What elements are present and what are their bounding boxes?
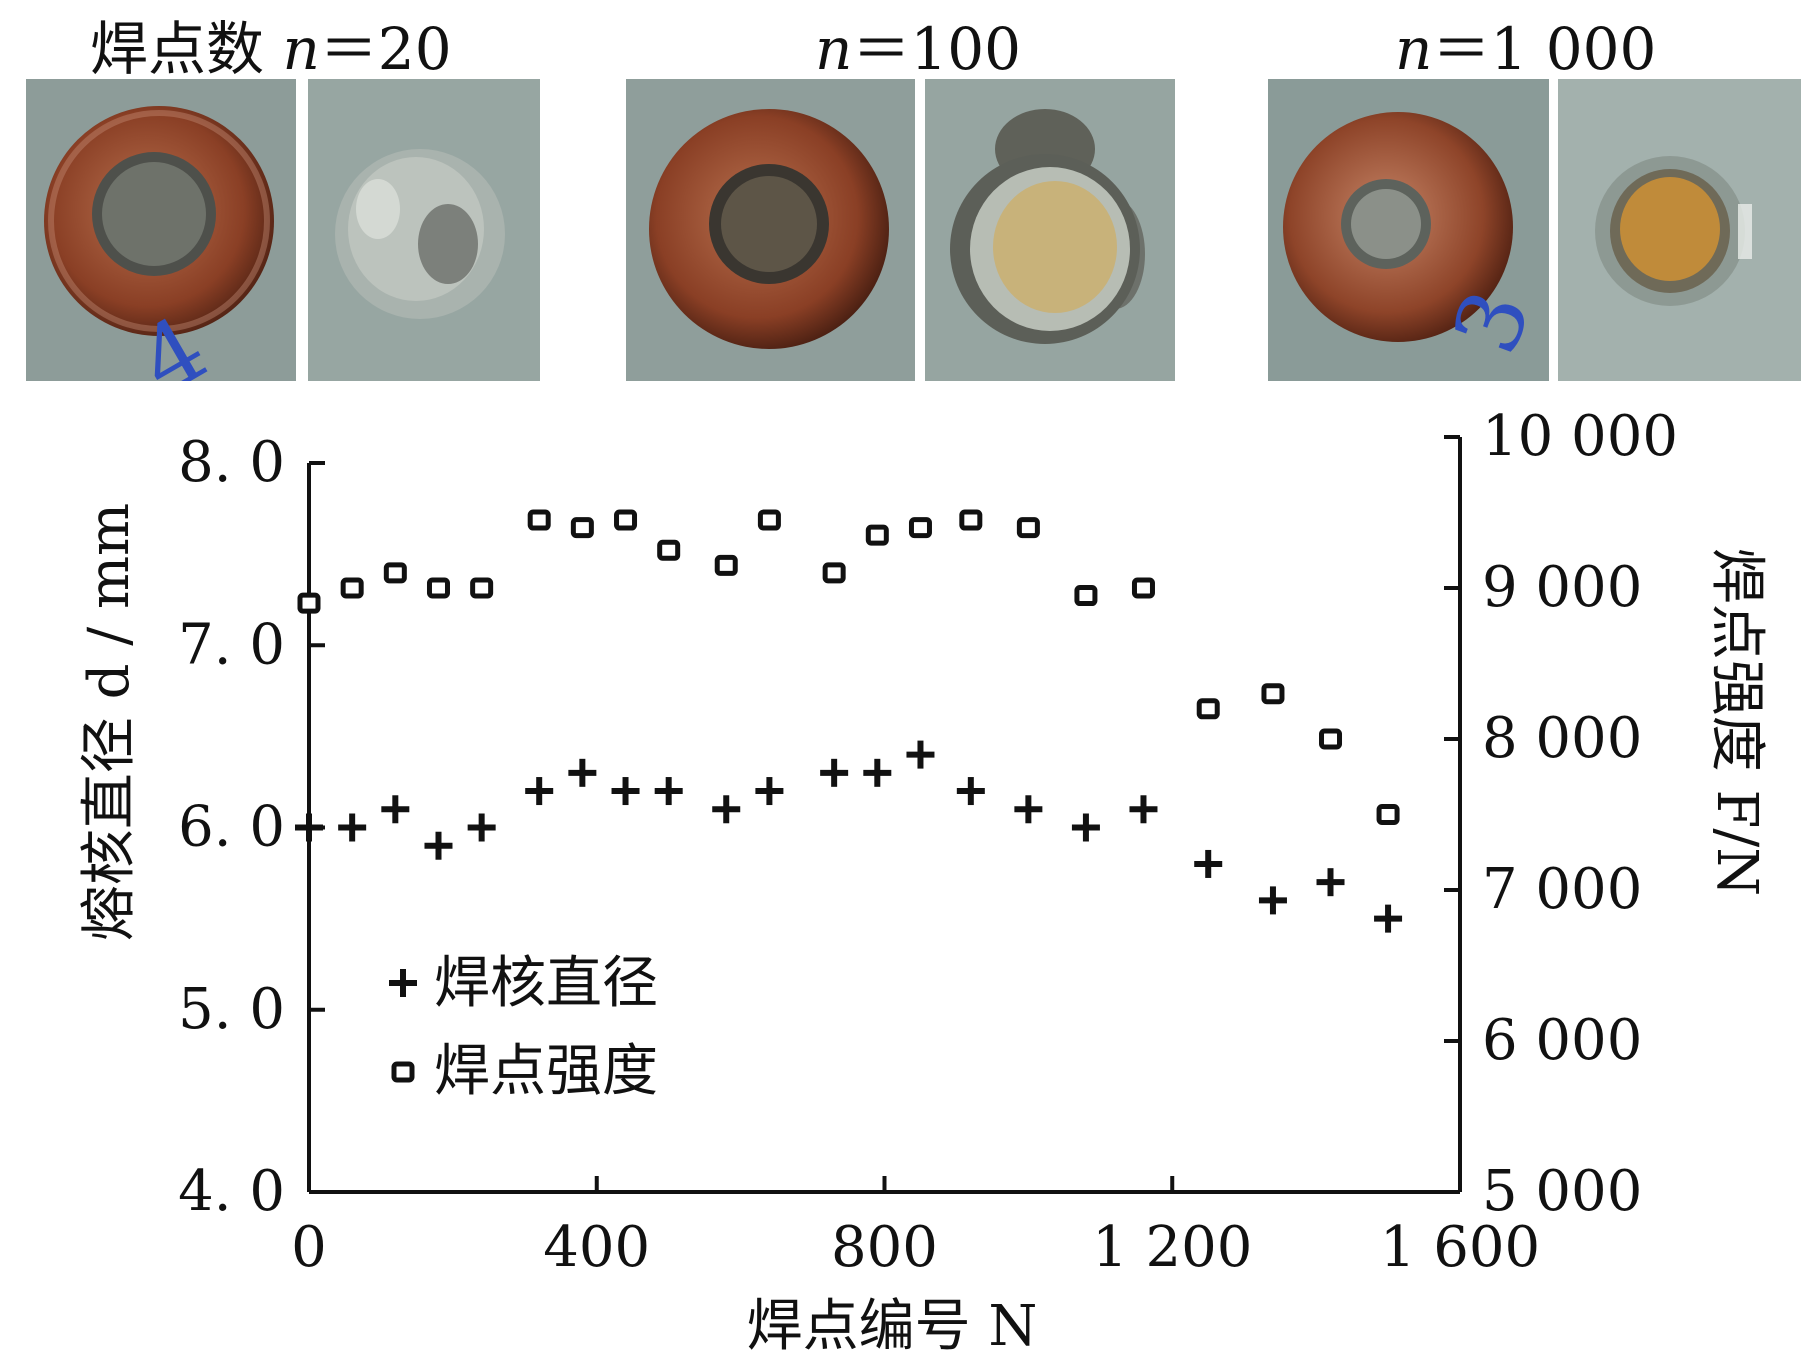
point-strength	[822, 562, 846, 584]
photo-n20-electrode: 4	[26, 79, 296, 381]
x-tick-label: 1 600	[1380, 1215, 1540, 1280]
point-strength	[527, 509, 551, 531]
point-diameter	[525, 777, 554, 806]
caption-2-var: n	[815, 15, 853, 83]
point-diameter	[1316, 868, 1345, 897]
photo-n20-spot	[308, 79, 540, 381]
y-left-tick-label: 8. 0	[178, 430, 285, 495]
point-diameter	[1194, 849, 1223, 878]
point-diameter	[654, 777, 683, 806]
point-diameter	[338, 813, 367, 842]
point-diameter	[755, 777, 784, 806]
caption-1-var: n	[282, 15, 320, 83]
point-diameter	[1071, 813, 1100, 842]
caption-2-eq: ＝100	[852, 15, 1022, 83]
point-strength	[426, 577, 450, 599]
y-left-tick-label: 4. 0	[178, 1159, 285, 1224]
point-diameter	[956, 777, 985, 806]
caption-3-var: n	[1395, 15, 1433, 83]
y-right-tick-label: 10 000	[1482, 404, 1678, 469]
y-right-tick-label: 9 000	[1482, 555, 1642, 620]
point-diameter	[1014, 795, 1043, 824]
caption-1-prefix: 焊点数	[90, 15, 283, 83]
point-diameter	[295, 813, 323, 842]
caption-1-eq: ＝20	[319, 15, 452, 83]
point-diameter	[906, 740, 935, 769]
photo-n1000-electrode: 3	[1268, 79, 1549, 381]
y-axis-left-label: 熔核直径 d / mm	[77, 503, 142, 941]
point-diameter	[381, 795, 410, 824]
point-strength	[959, 509, 983, 531]
y-right-tick-label: 5 000	[1482, 1159, 1642, 1224]
photo-n100-spot	[925, 79, 1175, 381]
point-diameter	[1129, 795, 1158, 824]
point-strength	[757, 509, 781, 531]
point-strength	[1261, 683, 1285, 705]
point-diameter	[424, 831, 453, 860]
point-strength	[1376, 804, 1400, 825]
legend-item-strength: 焊点强度	[391, 1039, 658, 1104]
legend-item-diameter: 焊核直径	[389, 951, 658, 1016]
y-left-tick-label: 7. 0	[178, 612, 285, 677]
y-axis-right-label: 焊点强度 F/N	[1704, 548, 1769, 897]
y-left-tick-label: 6. 0	[178, 795, 285, 860]
legend-label-diameter: 焊核直径	[434, 951, 658, 1016]
legend-marker-plus	[389, 969, 417, 997]
x-tick-label: 1 200	[1092, 1215, 1252, 1280]
point-strength	[614, 509, 638, 531]
caption-group-3: n＝1 000	[1395, 2, 1656, 86]
point-strength	[297, 592, 321, 614]
point-diameter	[611, 777, 640, 806]
legend-marker-square	[391, 1061, 415, 1083]
x-axis-label: 焊点编号 N	[747, 1294, 1038, 1350]
point-strength	[908, 517, 932, 539]
point-strength	[865, 524, 889, 546]
legend-square-symbol	[391, 1061, 415, 1083]
ticks: 0 400 800 1 200 1 600 4. 0 5. 0 6. 0 7. 0 8. 0 5 0…	[178, 404, 1678, 1280]
point-strength	[470, 577, 494, 599]
point-diameter	[467, 813, 496, 842]
point-strength	[657, 539, 681, 561]
point-strength	[1074, 585, 1098, 607]
x-tick-label: 0	[291, 1215, 327, 1280]
point-strength	[1016, 517, 1040, 539]
point-strength	[1131, 577, 1155, 599]
point-diameter	[1258, 886, 1287, 915]
caption-group-2: n＝100	[815, 2, 1021, 86]
y-left-tick-label: 5. 0	[178, 977, 285, 1042]
photo-n100-electrode	[626, 79, 915, 381]
y-right-tick-label: 6 000	[1482, 1008, 1642, 1073]
y-right-tick-label: 8 000	[1482, 706, 1642, 771]
point-strength	[1196, 698, 1220, 720]
point-diameter	[568, 758, 597, 787]
point-strength	[340, 577, 364, 599]
y-right-tick-label: 7 000	[1482, 857, 1642, 922]
legend-label-strength: 焊点强度	[434, 1039, 658, 1104]
point-strength	[714, 554, 738, 576]
legend: 焊核直径 焊点强度	[389, 951, 658, 1104]
caption-3-eq: ＝1 000	[1432, 15, 1657, 83]
point-strength	[1319, 728, 1343, 750]
point-diameter	[1374, 904, 1403, 933]
point-strength	[383, 562, 407, 584]
x-tick-label: 400	[543, 1215, 650, 1280]
point-diameter	[820, 758, 849, 787]
point-diameter	[863, 758, 892, 787]
x-tick-label: 800	[831, 1215, 938, 1280]
legend-plus-symbol	[389, 969, 417, 997]
photo-n1000-spot	[1558, 79, 1801, 381]
point-diameter	[712, 795, 741, 824]
point-strength	[570, 517, 594, 539]
caption-group-1: 焊点数 n＝20	[90, 2, 452, 86]
marks	[295, 509, 1403, 933]
